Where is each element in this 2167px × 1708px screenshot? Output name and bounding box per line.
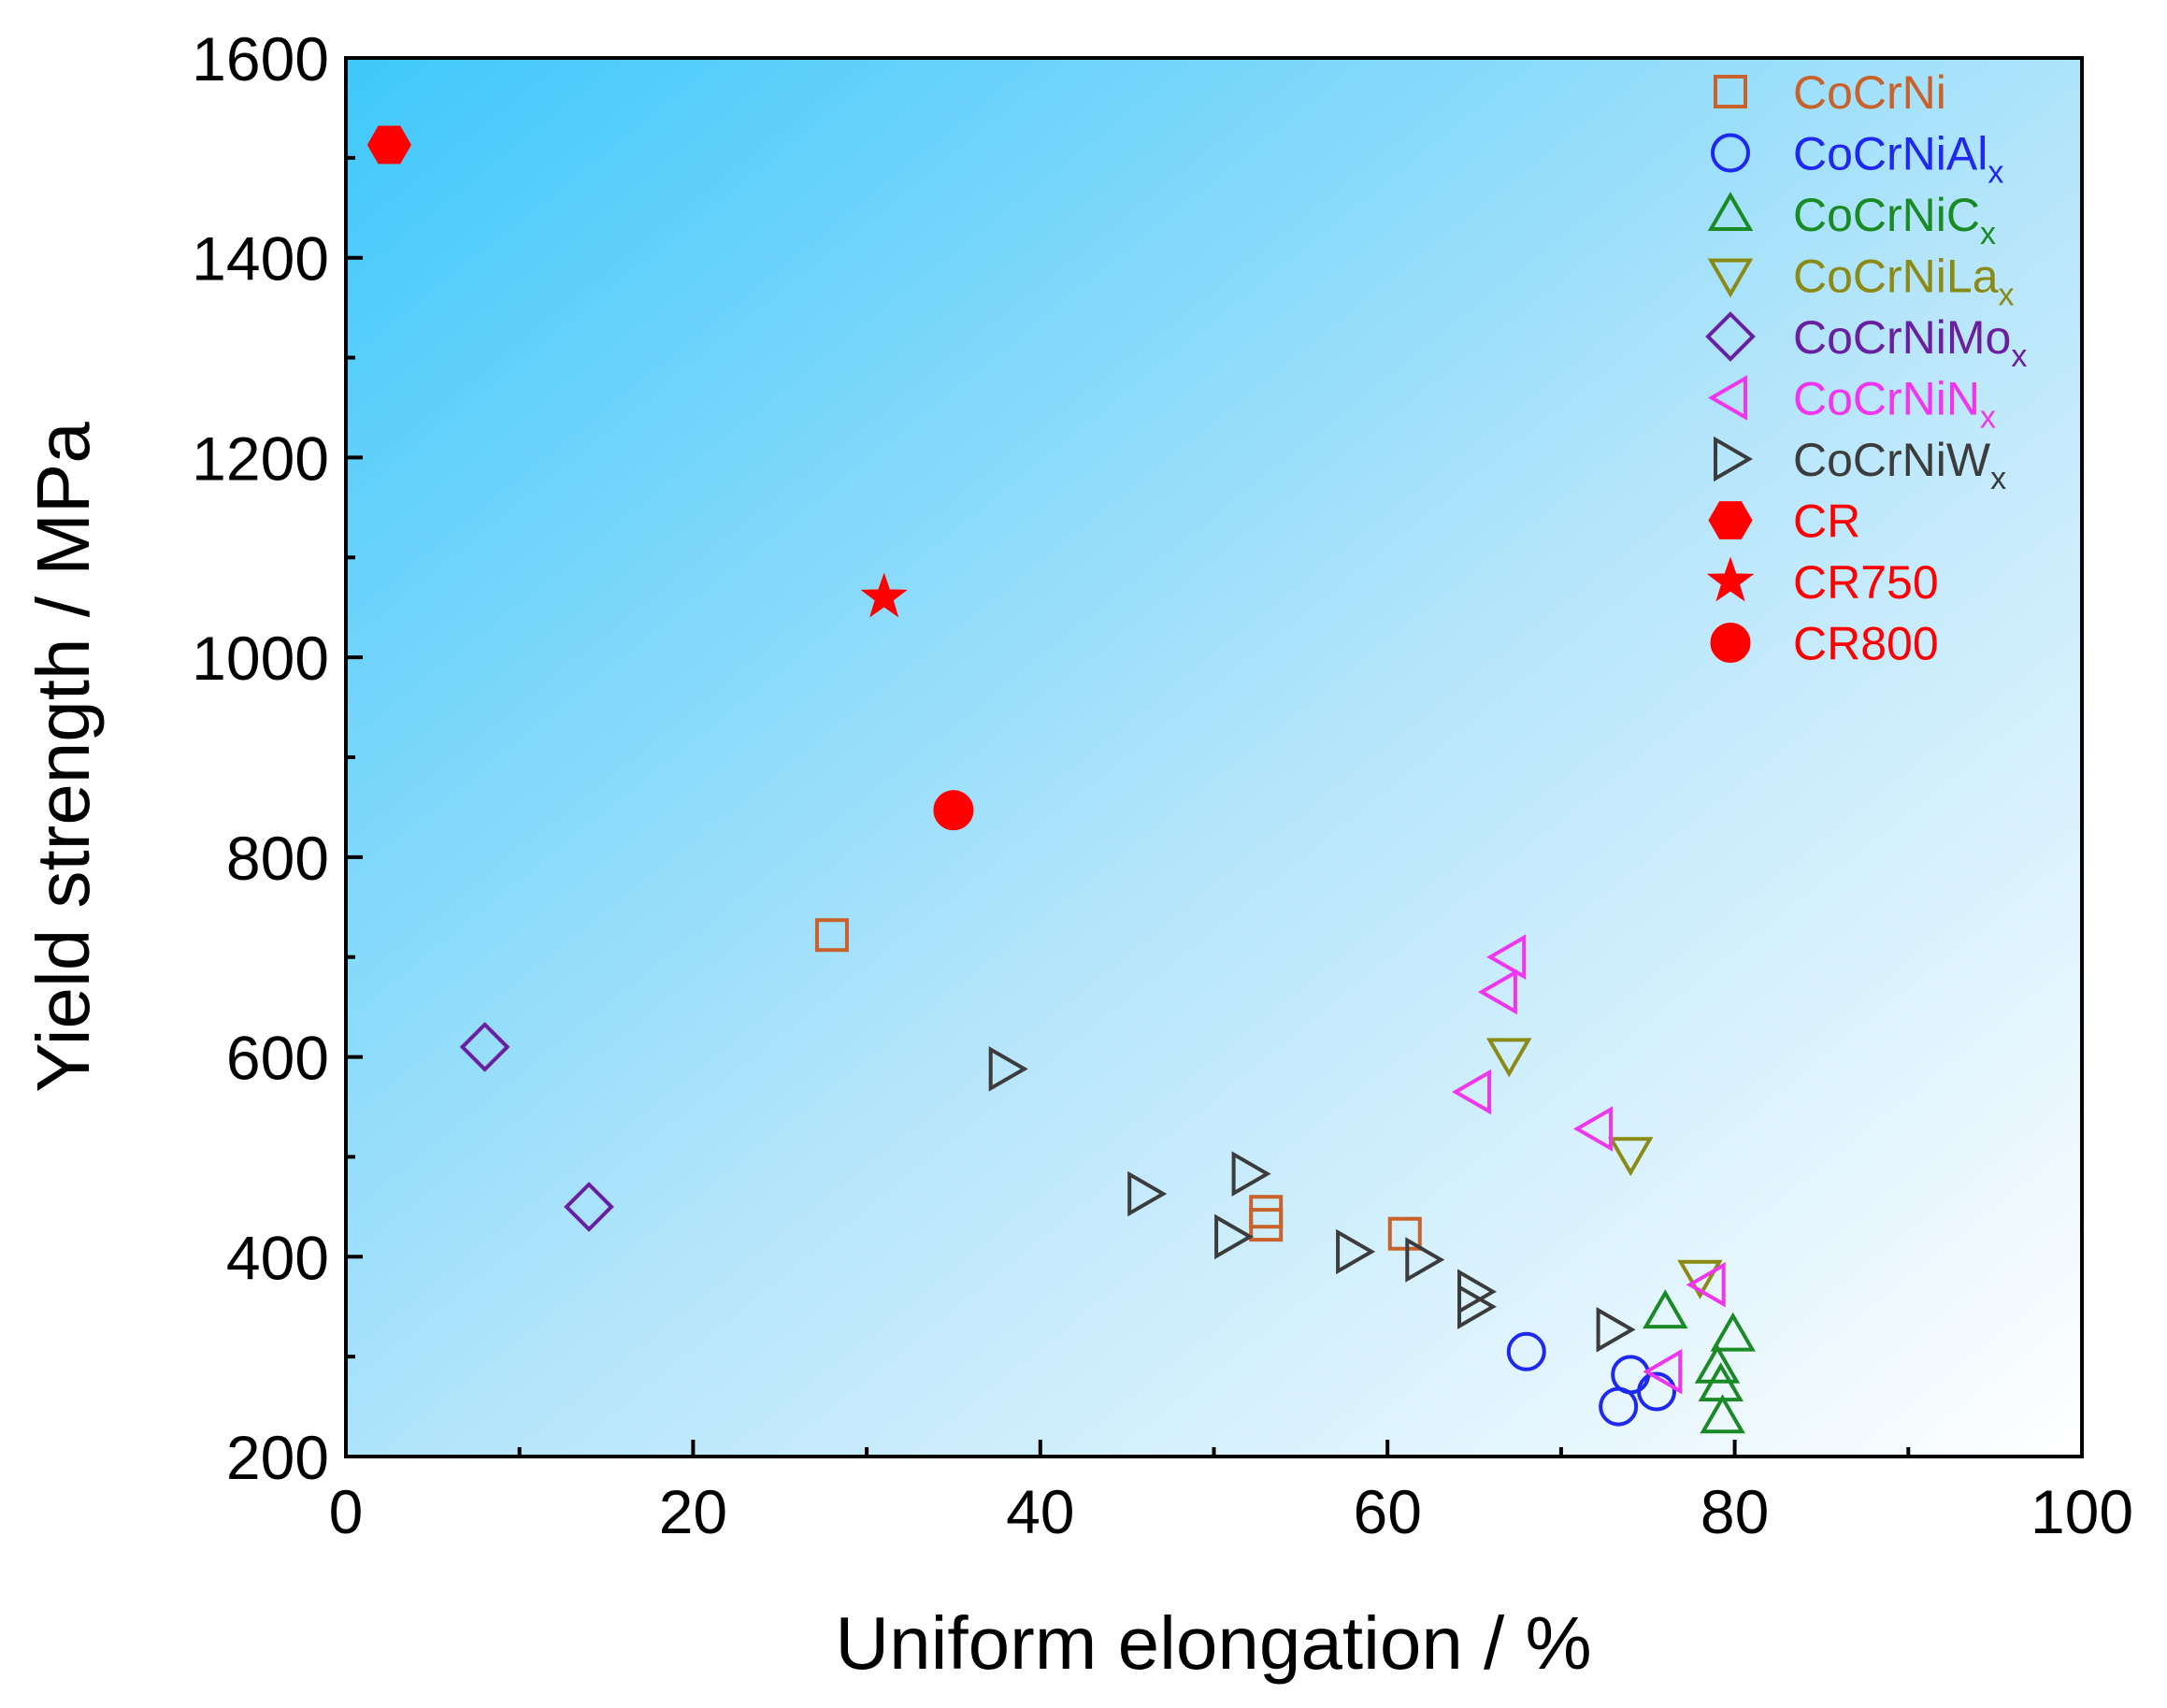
data-point — [1457, 1284, 1497, 1329]
legend-item: CoCrNiWx — [1714, 434, 2006, 496]
series-cr800 — [933, 790, 974, 831]
legend-marker — [1705, 311, 1756, 362]
data-point — [1486, 934, 1527, 980]
legend-marker — [1710, 623, 1751, 663]
legend-marker — [1708, 375, 1747, 421]
data-point — [1231, 1151, 1271, 1197]
legend-marker — [1714, 75, 1747, 108]
tick-labels: 0 20 40 60 80 100 200 400 600 800 1000 1200 1400 1600 — [192, 24, 2133, 1546]
x-tick-label: 20 — [659, 1477, 727, 1546]
legend-label: CoCrNiCx — [1793, 189, 1996, 251]
data-point — [459, 1022, 510, 1072]
series-cr750 — [860, 572, 908, 618]
legend-marker — [1711, 133, 1750, 173]
legend-label: CoCrNi — [1793, 66, 1946, 119]
data-point — [1607, 1137, 1654, 1177]
data-point — [860, 572, 908, 618]
data-point — [1637, 1371, 1677, 1412]
legend-marker — [1708, 501, 1753, 539]
data-point — [1506, 1331, 1546, 1371]
data-point — [1599, 1386, 1639, 1427]
data-point — [1596, 1307, 1636, 1353]
y-tick-label: 200 — [226, 1423, 329, 1492]
legend-marker — [1707, 258, 1754, 298]
data-point — [366, 125, 411, 165]
data-point — [1214, 1213, 1255, 1260]
legend-label: CoCrNiWx — [1793, 434, 2006, 496]
data-point — [988, 1046, 1028, 1092]
data-point — [1127, 1170, 1168, 1217]
data-point — [1477, 969, 1517, 1015]
y-tick-label: 1400 — [192, 224, 329, 294]
x-tick-label: 60 — [1353, 1477, 1421, 1546]
x-axis-title: Uniform elongation / % — [835, 1601, 1591, 1685]
legend-marker — [1706, 556, 1755, 602]
data-point — [1686, 1261, 1726, 1308]
data-point — [1573, 1106, 1613, 1152]
data-point — [1643, 1289, 1688, 1329]
legend-item: CR800 — [1710, 618, 1939, 670]
x-tick-label: 80 — [1701, 1477, 1769, 1546]
legend-label: CoCrNiNx — [1793, 373, 1996, 436]
data-point — [1249, 1208, 1284, 1242]
series-cocrnimo-x — [459, 1022, 614, 1232]
legend-item: CoCrNiLax — [1707, 251, 2015, 313]
x-tick-label: 40 — [1006, 1477, 1074, 1546]
data-point — [1485, 1038, 1532, 1078]
y-tick-label: 400 — [226, 1223, 329, 1292]
x-tick-label: 100 — [2031, 1477, 2133, 1546]
legend-label: CR800 — [1793, 618, 1939, 670]
data-point — [1405, 1237, 1445, 1283]
y-tick-label: 800 — [226, 824, 329, 893]
series-cocrni — [814, 918, 1422, 1251]
y-tick-label: 1000 — [192, 624, 329, 693]
data-point — [1452, 1069, 1491, 1115]
data-point — [1694, 1343, 1741, 1384]
plot-area-background — [346, 58, 2082, 1457]
data-point — [1336, 1228, 1376, 1275]
data-point — [564, 1182, 614, 1232]
x-tick-label: 0 — [329, 1477, 364, 1546]
legend-label: CoCrNiAlx — [1793, 128, 2003, 191]
series-cr — [366, 125, 411, 165]
data-point — [814, 918, 849, 953]
series-cocrnin-x — [1452, 934, 1726, 1395]
data-point — [1387, 1216, 1422, 1251]
y-axis-title: Yield strength / MPa — [22, 422, 105, 1093]
legend-label: CR750 — [1793, 556, 1939, 609]
legend: CoCrNi CoCrNiAlxCoCrNiCxCoCrNiLaxCoCrNiMo… — [1705, 66, 2027, 670]
y-tick-label: 1200 — [192, 423, 329, 493]
legend-marker — [1707, 192, 1754, 231]
legend-label: CoCrNiMox — [1793, 311, 2027, 374]
legend-item: CoCrNiCx — [1707, 189, 1996, 251]
data-point — [933, 790, 974, 831]
data-point — [1677, 1259, 1723, 1299]
data-points — [366, 125, 1756, 1434]
data-point — [1643, 1348, 1683, 1395]
legend-item: CoCrNiNx — [1708, 373, 1996, 436]
data-point — [1700, 1394, 1745, 1434]
legend-item: CR750 — [1706, 556, 1939, 609]
y-tick-label: 1600 — [192, 24, 329, 93]
legend-label: CoCrNiLax — [1793, 251, 2015, 313]
legend-marker — [1714, 436, 1753, 482]
plot-frame — [344, 56, 2084, 1458]
series-cocrniw-x — [988, 1046, 1636, 1353]
legend-item: CR — [1708, 495, 1860, 548]
series-cocrnic-x — [1643, 1289, 1756, 1434]
legend-item: CoCrNiMox — [1705, 311, 2027, 374]
legend-item: CoCrNiAlx — [1711, 128, 2003, 191]
data-point — [1710, 1312, 1756, 1352]
series-cocrnila-x — [1485, 1038, 1723, 1299]
y-tick-label: 600 — [226, 1024, 329, 1093]
legend-label: CR — [1793, 495, 1860, 548]
legend-item: CoCrNi — [1714, 66, 1946, 119]
